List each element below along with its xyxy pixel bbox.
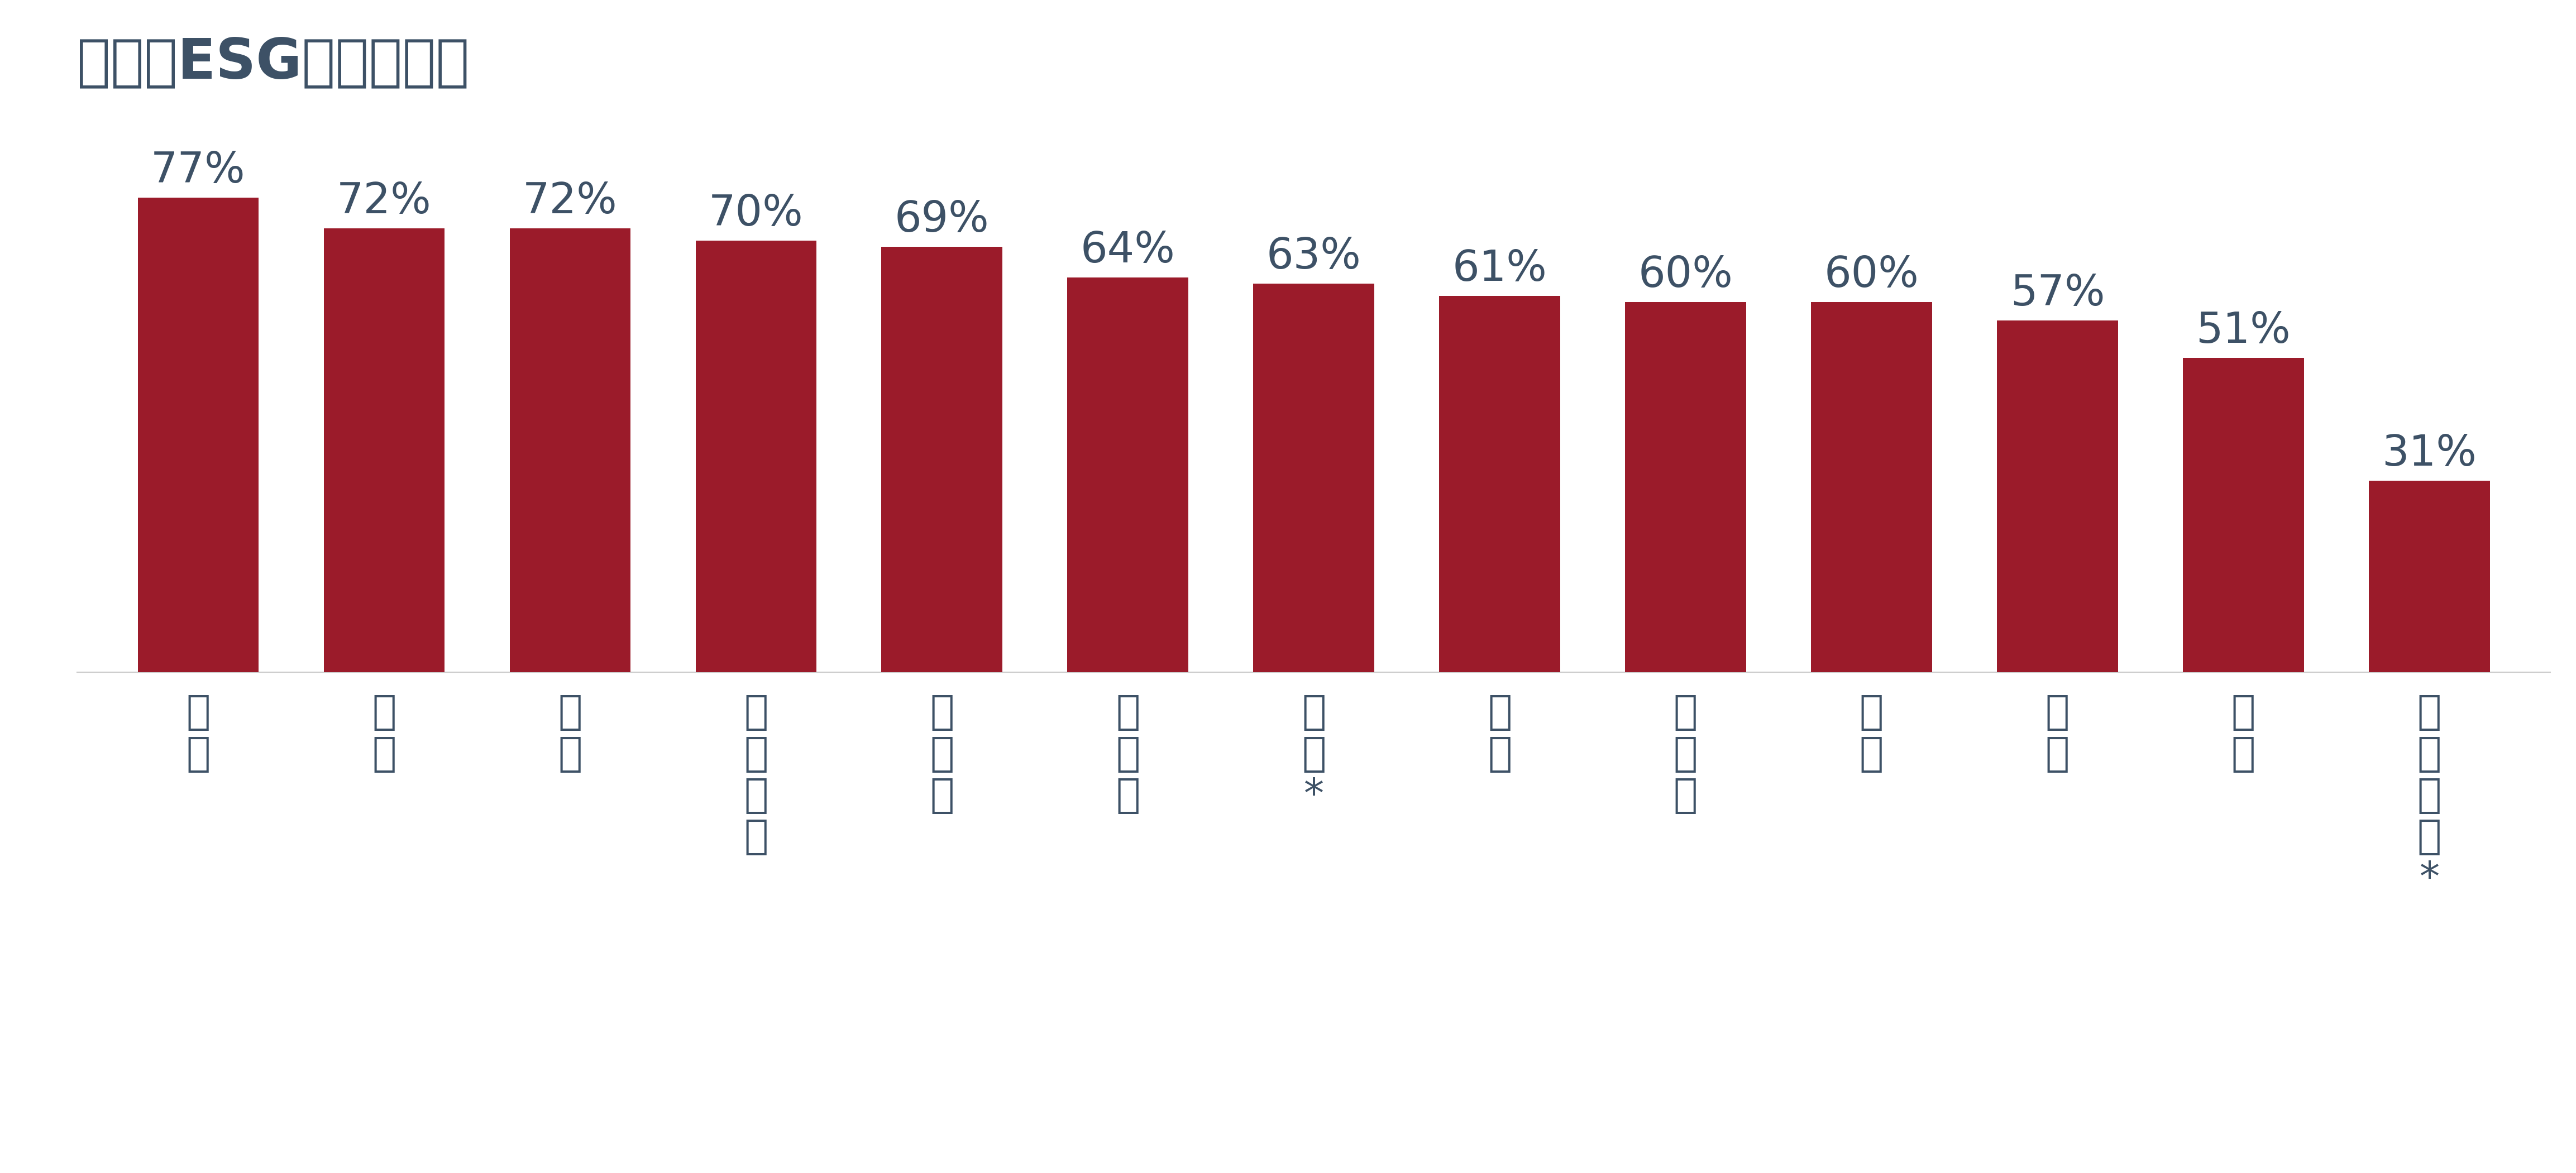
Bar bbox=[137, 197, 258, 672]
Bar bbox=[1066, 278, 1188, 672]
Text: 61%: 61% bbox=[1453, 249, 1548, 290]
Bar bbox=[1996, 320, 2117, 672]
Bar bbox=[1625, 303, 1747, 672]
Text: 日
本: 日 本 bbox=[1486, 693, 1512, 774]
Text: 60%: 60% bbox=[1824, 255, 1919, 296]
Text: 72%: 72% bbox=[523, 181, 618, 222]
Bar bbox=[1811, 303, 1932, 672]
Text: 中
國
內
地
*: 中 國 內 地 * bbox=[2416, 693, 2442, 899]
Text: 57%: 57% bbox=[2009, 273, 2105, 314]
Text: 印
尼: 印 尼 bbox=[1860, 693, 1883, 774]
Text: 60%: 60% bbox=[1638, 255, 1734, 296]
Text: 51%: 51% bbox=[2197, 310, 2290, 352]
Text: 菲
律
賓: 菲 律 賓 bbox=[1115, 693, 1141, 815]
Bar bbox=[510, 229, 631, 672]
Text: 泰
國: 泰 國 bbox=[559, 693, 582, 774]
Text: 澳
洲: 澳 洲 bbox=[185, 693, 211, 774]
Bar bbox=[2370, 481, 2491, 672]
Bar bbox=[1255, 284, 1373, 672]
Bar bbox=[1440, 296, 1561, 672]
Bar bbox=[881, 246, 1002, 672]
Bar bbox=[2182, 358, 2303, 672]
Text: 72%: 72% bbox=[337, 181, 430, 222]
Text: 印
度: 印 度 bbox=[2045, 693, 2069, 774]
Text: 63%: 63% bbox=[1267, 236, 1360, 278]
Bar bbox=[325, 229, 446, 672]
Text: 77%: 77% bbox=[152, 150, 245, 191]
Text: 31%: 31% bbox=[2383, 434, 2476, 475]
Text: 韓
國: 韓 國 bbox=[2231, 693, 2257, 774]
Text: 69%: 69% bbox=[894, 199, 989, 240]
Text: 64%: 64% bbox=[1079, 230, 1175, 271]
Bar bbox=[696, 240, 817, 672]
Text: 馬
來
西
亞: 馬 來 西 亞 bbox=[744, 693, 768, 856]
Text: 紐
西
蘭: 紐 西 蘭 bbox=[1674, 693, 1698, 815]
Text: 亞太區ESG企業披露率: 亞太區ESG企業披露率 bbox=[77, 36, 469, 90]
Text: 70%: 70% bbox=[708, 194, 804, 235]
Text: 香
港
*: 香 港 * bbox=[1301, 693, 1327, 815]
Text: 台
灣: 台 灣 bbox=[371, 693, 397, 774]
Text: 新
加
坡: 新 加 坡 bbox=[930, 693, 953, 815]
